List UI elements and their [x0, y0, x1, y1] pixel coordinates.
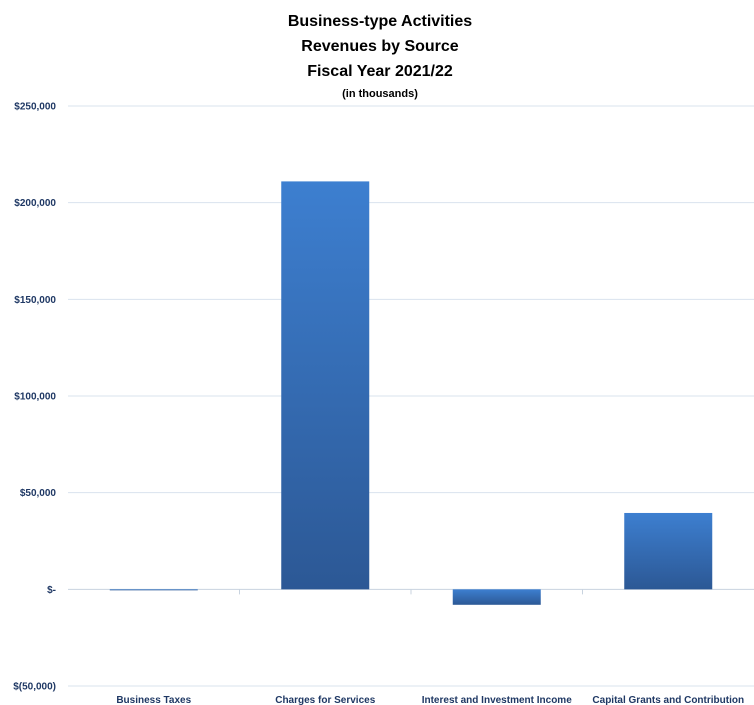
category-label: Charges for Services [275, 695, 375, 705]
category-label: Business Taxes [116, 695, 191, 705]
bars [109, 181, 713, 605]
y-tick-label: $50,000 [20, 488, 57, 499]
y-tick-label: $150,000 [14, 295, 56, 306]
y-tick-label: $250,000 [14, 102, 56, 113]
bar-business-taxes [109, 589, 198, 591]
bar-capital-grants-and-contribution [624, 512, 713, 590]
y-tick-label: $- [47, 585, 56, 596]
chart-subtitle-line-1: Revenues by Source [301, 38, 459, 55]
chart-units-note: (in thousands) [342, 88, 418, 100]
y-tick-label: $(50,000) [13, 682, 56, 693]
chart-title: Business-type Activities [288, 13, 472, 30]
bar-interest-and-investment-income [452, 589, 541, 605]
gridlines [68, 105, 754, 687]
chart-subtitle-line-2: Fiscal Year 2021/22 [307, 63, 453, 80]
x-axis-category-labels: Business Taxes Charges for Services Intere… [116, 695, 744, 705]
y-axis-tick-labels: $(50,000) $- $50,000 $100,000 $150,000 $200,0… [13, 102, 56, 693]
y-tick-label: $100,000 [14, 392, 56, 403]
bar-charges-for-services [281, 181, 370, 590]
category-label: Capital Grants and Contribution [592, 695, 744, 705]
y-tick-label: $200,000 [14, 198, 56, 209]
category-label: Interest and Investment Income [422, 695, 572, 705]
